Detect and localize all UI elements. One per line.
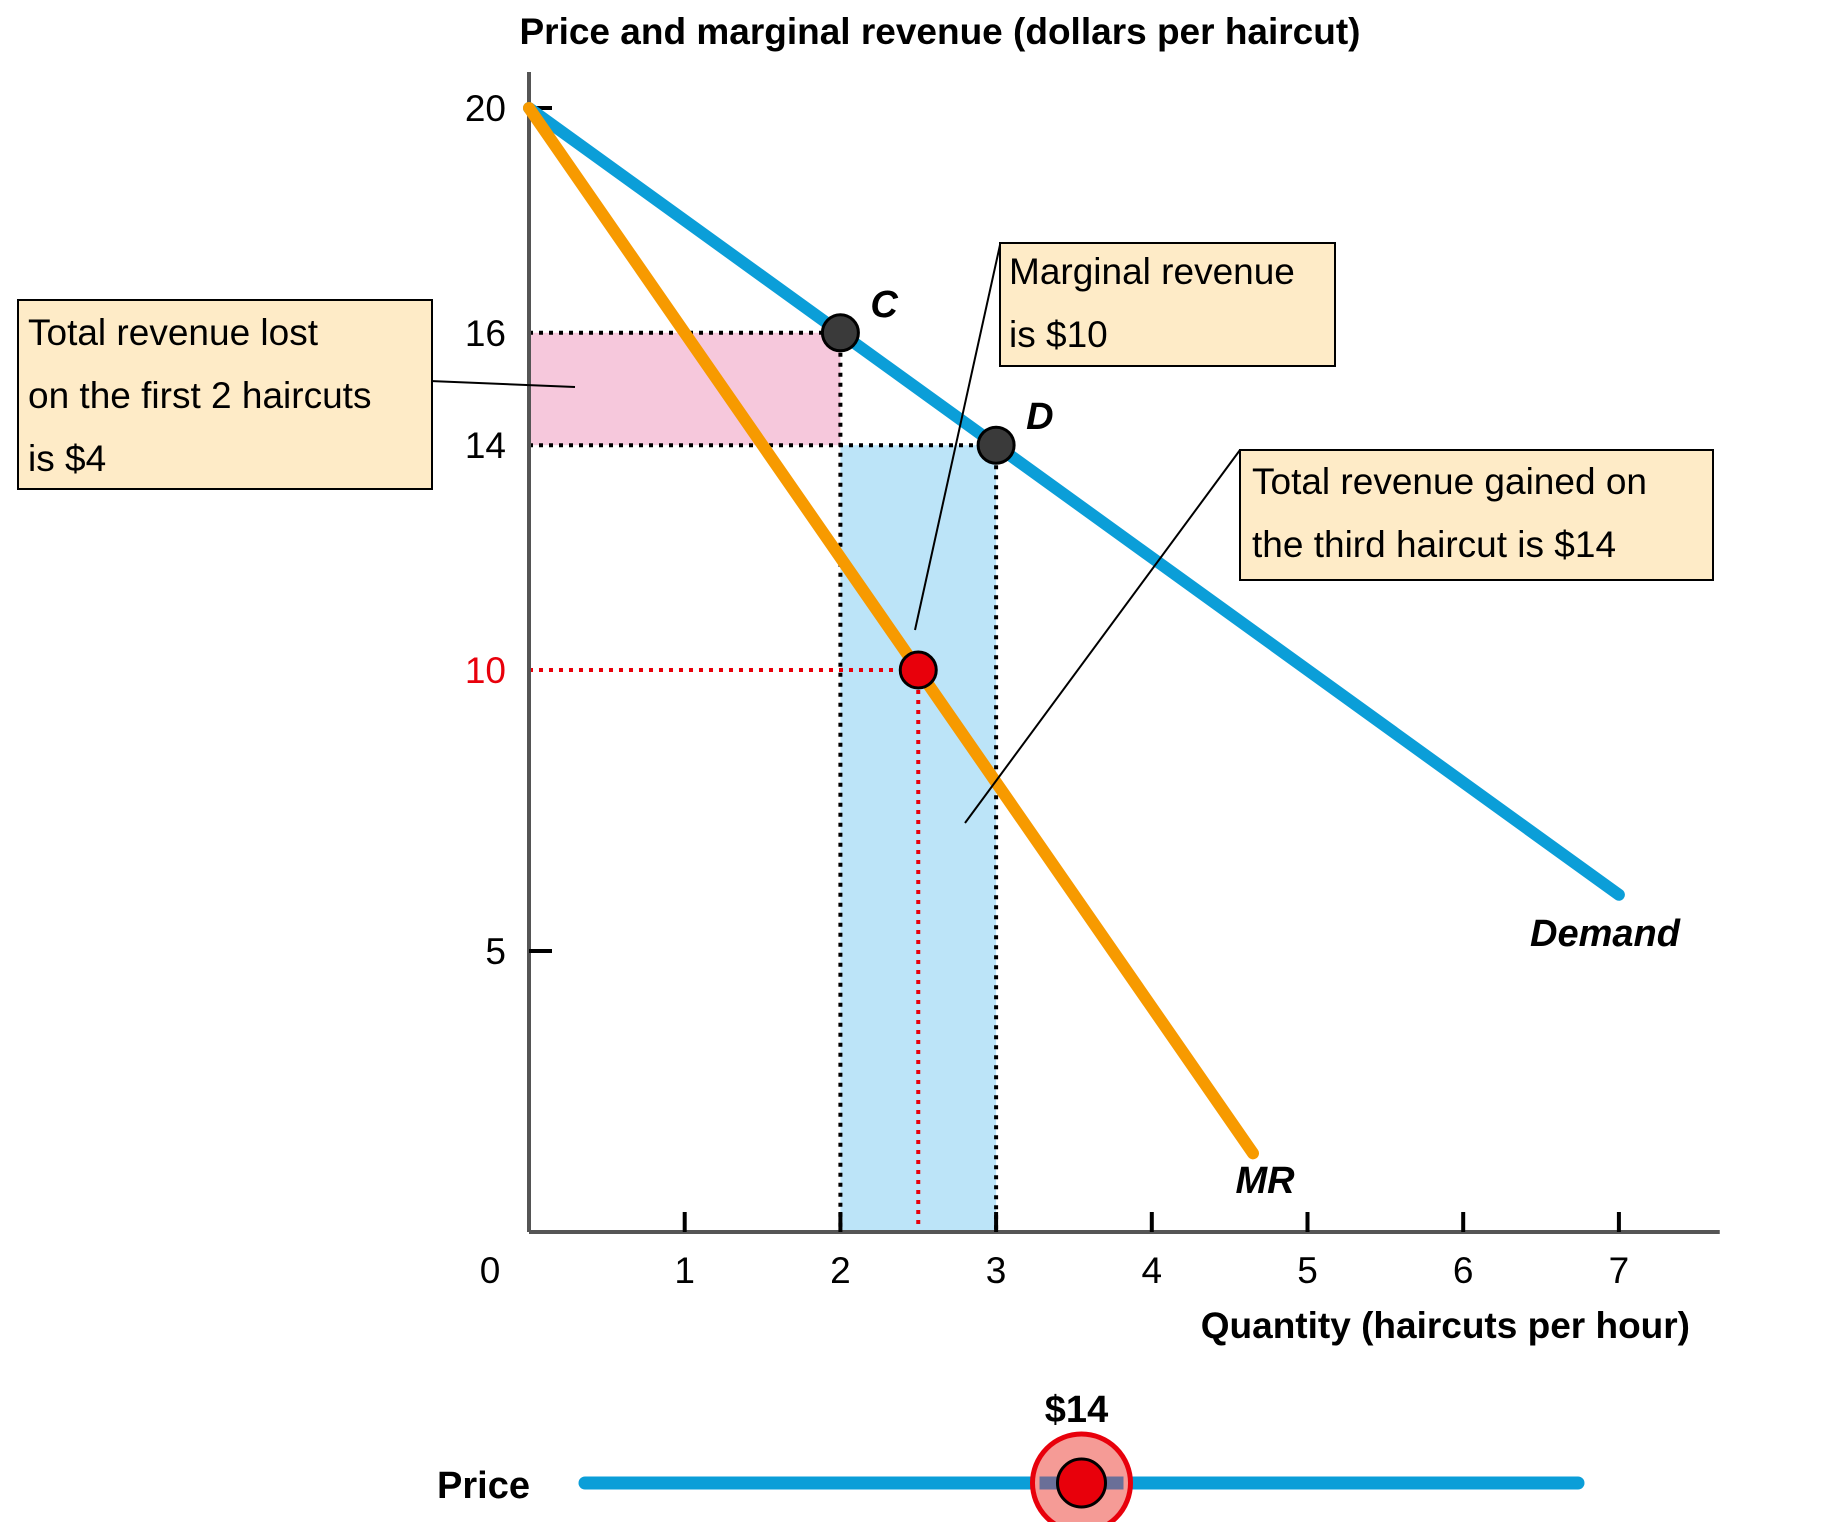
mr-curve <box>523 102 1260 1160</box>
annotation-text: the third haircut is $14 <box>1252 524 1616 565</box>
point-D <box>976 425 1016 465</box>
x-tick-label: 2 <box>830 1250 851 1291</box>
slider-knob[interactable] <box>1056 1457 1107 1509</box>
y-tick-label: 16 <box>465 313 506 354</box>
x-tick-label: 6 <box>1453 1250 1474 1291</box>
annotation-box <box>1239 449 1714 581</box>
annotation-text: Total revenue gained on <box>1252 461 1647 502</box>
x-tick-label: 0 <box>480 1250 501 1291</box>
chart-title: Price and marginal revenue (dollars per … <box>520 11 1361 52</box>
demand-label: Demand <box>1530 913 1681 955</box>
y-tick-label: 5 <box>485 931 506 972</box>
slider-value-label: $14 <box>1045 1389 1108 1431</box>
axes: 0 1 2 3 4 5 6 7 5 10 14 16 20 <box>465 72 1720 1291</box>
leader-lost <box>429 380 576 388</box>
x-tick-label: 4 <box>1142 1250 1163 1291</box>
point-C <box>820 313 860 353</box>
x-axis-title: Quantity (haircuts per hour) <box>1201 1305 1690 1346</box>
x-tick-label: 3 <box>986 1250 1007 1291</box>
callout-leaders <box>429 244 1241 824</box>
points: CD <box>820 284 1054 690</box>
x-tick-label: 5 <box>1297 1250 1318 1291</box>
series-labels: Demand MR <box>1235 913 1680 1202</box>
y-tick-label: 14 <box>465 425 506 466</box>
x-tick-label: 1 <box>674 1250 695 1291</box>
annotation-text: is $4 <box>28 438 106 479</box>
demand-curve <box>523 102 1625 901</box>
x-tick-label: 7 <box>1609 1250 1630 1291</box>
point-label-C: C <box>870 284 898 326</box>
revenue-lost-area <box>529 332 841 446</box>
annotations: Total revenue lost on the first 2 haircut… <box>17 242 1714 581</box>
annotation-text: on the first 2 haircuts <box>28 375 371 416</box>
annotation-gained: Total revenue gained on the third haircut… <box>1239 449 1714 581</box>
shaded-areas <box>529 332 997 1232</box>
annotation-lost: Total revenue lost on the first 2 haircut… <box>17 299 433 490</box>
point-mr <box>898 650 938 690</box>
series <box>523 102 1625 1160</box>
y-tick-label: 20 <box>465 88 506 129</box>
leader-mr <box>914 244 1001 631</box>
annotation-mr: Marginal revenue is $10 <box>999 242 1336 367</box>
leader-gained <box>964 449 1241 824</box>
annotation-box <box>17 299 433 490</box>
annotation-text: Marginal revenue <box>1009 251 1295 292</box>
annotation-text: Total revenue lost <box>28 312 319 353</box>
y-tick-label: 10 <box>465 650 506 691</box>
mr-label: MR <box>1235 1160 1295 1202</box>
annotation-box <box>999 242 1336 367</box>
point-label-D: D <box>1026 396 1053 438</box>
slider-label: Price <box>437 1465 530 1507</box>
annotation-text: is $10 <box>1009 314 1108 355</box>
price-slider[interactable]: Price $14 <box>437 1389 1585 1522</box>
